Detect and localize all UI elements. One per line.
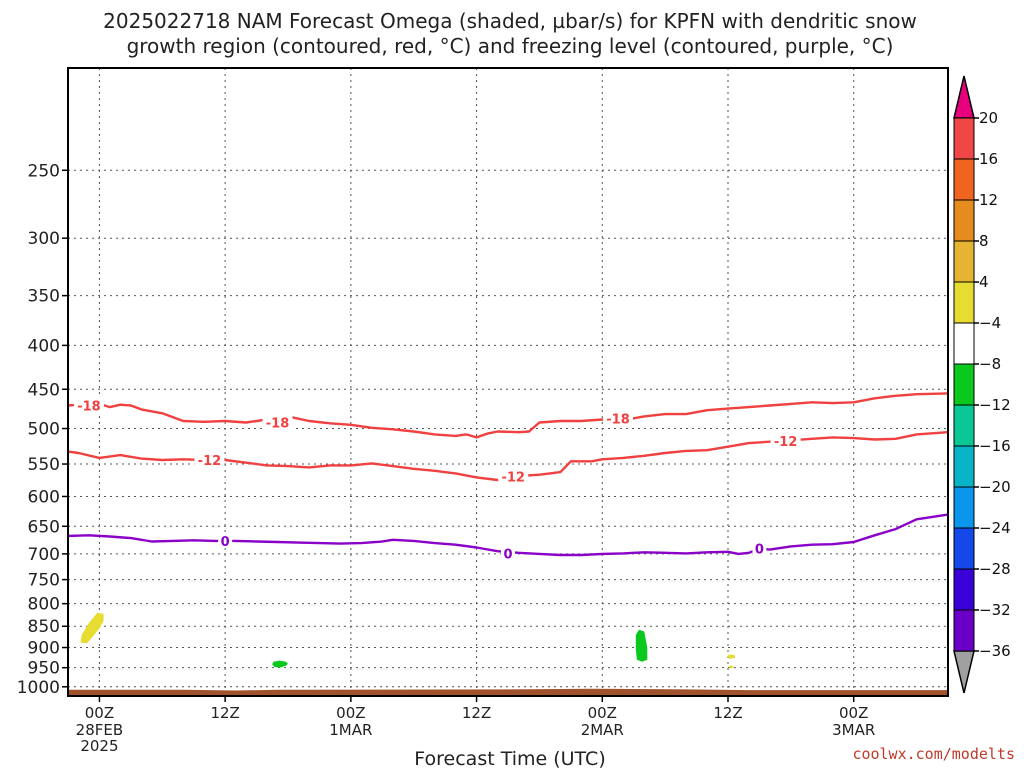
omega-shaded-region: [728, 665, 735, 669]
colorbar-segment: [953, 609, 975, 652]
colorbar: 20 16 12 8 4 −4 −8 −12 −16 −20 −24 −28 −32 −36: [953, 75, 1011, 694]
y-tick-label: 400: [28, 336, 60, 356]
colorbar-tick-label: −36: [979, 642, 1011, 660]
colorbar-tick-label: −28: [979, 560, 1011, 578]
watermark: coolwx.com/modelts: [852, 745, 1015, 763]
omega-shaded-region: [80, 612, 104, 644]
x-tick-label: 12Z: [462, 704, 491, 722]
colorbar-segment: [953, 363, 975, 406]
y-tick-label: 800: [28, 595, 60, 615]
colorbar-tick-label: 16: [979, 150, 998, 168]
colorbar-segment: [953, 240, 975, 283]
x-axis-label: Forecast Time (UTC): [414, 748, 605, 768]
y-tick-label: 700: [28, 545, 60, 565]
y-tick-label: 900: [28, 639, 60, 659]
contour-line-m18: [67, 392, 949, 439]
colorbar-tick-label: −16: [979, 437, 1011, 455]
colorbar-segment: [953, 158, 975, 201]
y-tick-label: 550: [28, 455, 60, 475]
colorbar-tick-label: −4: [979, 314, 1001, 332]
contour-label-bg: [262, 414, 293, 430]
colorbar-tick-label: −32: [979, 601, 1011, 619]
colorbar-segment: [953, 281, 975, 324]
contour-label: -12: [774, 435, 798, 450]
colorbar-segment: [953, 199, 975, 242]
y-tick-label: 950: [28, 659, 60, 679]
y-tick-label: 650: [28, 517, 60, 537]
y-tick-label: 300: [28, 229, 60, 249]
contour-label: 0: [755, 543, 764, 558]
axes: 2503003504004505005506006507007508008509…: [17, 67, 949, 755]
colorbar-under-arrow: [953, 650, 975, 694]
contour-label-bg: [498, 468, 529, 484]
contour-label-bg: [752, 540, 767, 556]
y-tick-label: 500: [28, 420, 60, 440]
plot-frame: [67, 67, 949, 697]
contour-label-bg: [501, 545, 515, 561]
contour-label: 0: [221, 535, 230, 550]
contour-label-bg: [73, 397, 104, 413]
x-tick-label: 00Z: [85, 704, 114, 722]
x-tick-label: 12Z: [713, 704, 742, 722]
y-tick-label: 750: [28, 571, 60, 591]
x-tick-label: 00Z: [336, 704, 365, 722]
contour-label-bg: [218, 532, 233, 548]
x-tick-date: 28FEB: [76, 721, 123, 739]
contour-label: -18: [266, 417, 290, 432]
colorbar-tick-label: 20: [979, 109, 998, 127]
x-tick-label: 00Z: [588, 704, 617, 722]
x-tick-date: 2MAR: [581, 721, 624, 739]
contour-label: -12: [501, 471, 525, 486]
colorbar-segment: [953, 322, 975, 365]
colorbar-segment: [953, 527, 975, 570]
contour-label: 0: [503, 547, 512, 562]
omega-shaded-region: [727, 654, 736, 659]
y-tick-label: 1000: [17, 678, 60, 698]
colorbar-segment: [953, 445, 975, 488]
contour-label: -18: [77, 399, 101, 414]
omega-shaded-region: [272, 660, 288, 668]
colorbar-tick-label: −8: [979, 355, 1001, 373]
colorbar-tick-label: −20: [979, 478, 1011, 496]
y-tick-label: 450: [28, 380, 60, 400]
x-tick-date: 3MAR: [832, 721, 875, 739]
x-tick-label: 00Z: [839, 704, 868, 722]
colorbar-over-arrow: [953, 75, 975, 119]
colorbar-tick-label: 4: [979, 273, 989, 291]
contour-label-bg: [194, 451, 225, 467]
x-tick-year: 2025: [80, 737, 118, 755]
terrain-fill: [68, 688, 948, 696]
y-tick-label: 600: [28, 487, 60, 507]
chart-title-line-2: growth region (contoured, red, °C) and f…: [127, 34, 894, 58]
colorbar-tick-label: 8: [979, 232, 989, 250]
colorbar-segment: [953, 404, 975, 447]
contour-label-bg: [770, 432, 801, 448]
x-tick-date: 1MAR: [329, 721, 372, 739]
contour-label: -18: [606, 413, 630, 428]
x-tick-label: 12Z: [210, 704, 239, 722]
colorbar-tick-label: −12: [979, 396, 1011, 414]
y-tick-label: 250: [28, 161, 60, 181]
y-tick-label: 350: [28, 287, 60, 307]
omega-shaded-region: [635, 629, 648, 662]
y-tick-label: 850: [28, 617, 60, 637]
colorbar-segment: [953, 117, 975, 160]
plot-area: -18 -18 -18 -12 -12 -12 0 0 0: [67, 68, 949, 696]
contour-label: -12: [198, 454, 222, 469]
contour-label-bg: [603, 410, 633, 426]
colorbar-segment: [953, 486, 975, 529]
colorbar-tick-label: −24: [979, 519, 1011, 537]
chart-title-line-1: 2025022718 NAM Forecast Omega (shaded, µ…: [103, 9, 917, 33]
colorbar-tick-label: 12: [979, 191, 998, 209]
colorbar-segment: [953, 568, 975, 611]
